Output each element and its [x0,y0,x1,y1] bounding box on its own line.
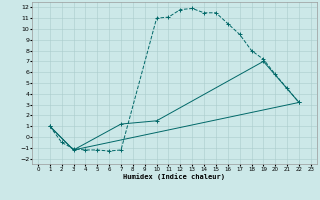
X-axis label: Humidex (Indice chaleur): Humidex (Indice chaleur) [124,173,225,180]
